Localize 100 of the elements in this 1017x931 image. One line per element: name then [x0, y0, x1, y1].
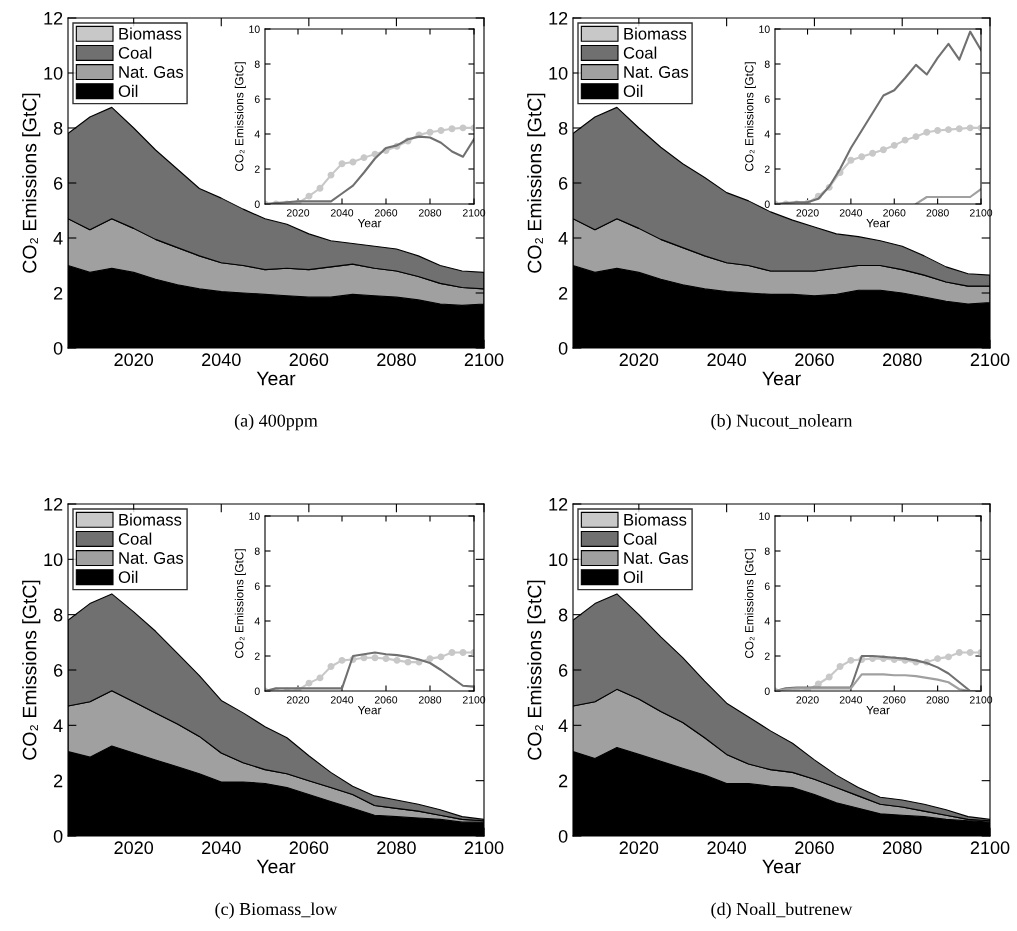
legend-label: Oil: [623, 84, 643, 98]
x-axis-title: Year: [866, 706, 890, 715]
legend-label: Biomass: [624, 27, 687, 40]
y-tick-label: 4: [254, 130, 260, 138]
y-axis-title: CO₂ Emissions [GtC]: [22, 93, 41, 273]
text: (b) Nucout_nolearn: [711, 414, 853, 431]
x-tick-label: 2040: [330, 696, 354, 704]
y-tick-label: 2: [54, 286, 63, 300]
x-tick-label: 2020: [286, 209, 310, 217]
x-tick-label: 2020: [796, 209, 819, 217]
y-tick-label: 10: [759, 512, 770, 520]
x-tick-label: 2020: [796, 696, 819, 704]
y-tick-label: 8: [764, 60, 770, 68]
legend-label: Nat. Gas: [119, 66, 184, 78]
x-tick-label: 2020: [619, 353, 659, 367]
y-tick-label: 10: [249, 25, 260, 33]
y-tick-label: 6: [254, 95, 260, 103]
x-axis-title: Year: [357, 706, 382, 715]
x-tick-label: 2060: [374, 209, 398, 217]
legend-label: Nat. Gas: [119, 552, 184, 564]
y-axis-title: CO₂ Emissions [GtC]: [234, 62, 246, 171]
y-tick-label: 8: [764, 547, 770, 555]
x-tick-label: 2080: [377, 841, 416, 855]
y-tick-label: 4: [558, 719, 568, 732]
y-tick-label: 0: [764, 200, 770, 208]
y-axis-title: CO₂ Emissions [GtC]: [744, 62, 756, 171]
y-axis-title: CO₂ Emissions [GtC]: [22, 580, 41, 760]
x-tick-label: 2060: [374, 696, 398, 704]
y-tick-label: 12: [44, 497, 63, 511]
x-tick-label: 2040: [202, 841, 241, 855]
x-tick-label: 2040: [330, 209, 354, 217]
x-tick-label: 2060: [795, 353, 834, 367]
x-axis-title: Year: [762, 859, 801, 874]
y-tick-label: 10: [44, 66, 63, 80]
y-tick-label: 4: [254, 617, 260, 625]
y-tick-label: 2: [559, 774, 568, 788]
y-tick-label: 8: [254, 547, 260, 555]
y-axis-title: CO₂ Emissions [GtC]: [744, 549, 756, 658]
y-tick-label: 6: [54, 176, 63, 190]
y-axis-title: CO₂ Emissions [GtC]: [527, 93, 546, 273]
y-tick-label: 10: [44, 553, 63, 567]
x-tick-label: 2100: [464, 841, 504, 855]
y-tick-label: 2: [254, 165, 260, 173]
x-axis-title: Year: [256, 371, 296, 386]
y-tick-label: 0: [53, 341, 63, 355]
text: (c) Biomass_low: [215, 902, 338, 919]
x-tick-label: 2080: [418, 696, 442, 704]
legend-label: Coal: [118, 532, 152, 545]
y-tick-label: 0: [254, 200, 260, 208]
y-tick-label: 8: [53, 121, 63, 135]
x-tick-label: 2020: [114, 353, 154, 367]
x-tick-label: 2020: [286, 696, 310, 704]
x-tick-label: 2040: [839, 696, 863, 704]
y-tick-label: 0: [53, 829, 63, 843]
y-tick-label: 2: [54, 774, 63, 788]
x-tick-label: 2060: [795, 841, 834, 855]
x-tick-label: 2080: [926, 696, 949, 704]
y-tick-label: 0: [764, 687, 770, 695]
text: (d) Noall_butrenew: [711, 902, 853, 919]
y-tick-label: 0: [254, 687, 260, 695]
legend-label: Oil: [118, 84, 138, 98]
y-tick-label: 2: [764, 165, 770, 173]
y-tick-label: 10: [249, 512, 260, 520]
text: (a) 400ppm: [234, 414, 318, 431]
x-tick-label: 2100: [970, 841, 1010, 855]
y-tick-label: 6: [764, 582, 770, 590]
y-tick-label: 2: [559, 286, 568, 300]
y-axis-title: CO₂ Emissions [GtC]: [527, 580, 546, 760]
x-tick-label: 2060: [289, 353, 329, 367]
legend-label: Biomass: [119, 27, 182, 40]
x-tick-label: 2040: [839, 209, 863, 217]
x-tick-label: 2100: [970, 353, 1010, 367]
legend-label: Coal: [118, 46, 152, 59]
x-tick-label: 2080: [926, 209, 949, 217]
legend-label: Oil: [623, 570, 643, 584]
y-tick-label: 12: [549, 11, 568, 25]
y-tick-label: 6: [254, 582, 260, 590]
x-tick-label: 2080: [418, 209, 442, 217]
y-tick-label: 10: [549, 66, 568, 80]
y-tick-label: 0: [558, 829, 568, 843]
x-tick-label: 2060: [289, 841, 329, 855]
y-tick-label: 6: [54, 663, 63, 677]
x-tick-label: 2060: [883, 209, 906, 217]
legend-label: Coal: [623, 532, 657, 545]
y-tick-label: 8: [558, 121, 568, 135]
y-tick-label: 6: [764, 95, 770, 103]
y-tick-label: 4: [764, 617, 770, 625]
y-tick-label: 6: [559, 663, 568, 677]
y-axis-title: CO₂ Emissions [GtC]: [234, 549, 246, 658]
x-tick-label: 2040: [707, 841, 747, 855]
x-axis-title: Year: [357, 219, 382, 228]
y-tick-label: 8: [53, 608, 63, 622]
legend-label: Coal: [623, 46, 657, 59]
x-axis-title: Year: [762, 371, 801, 386]
y-tick-label: 10: [549, 553, 568, 567]
y-tick-label: 4: [558, 232, 568, 245]
x-tick-label: 2020: [114, 841, 154, 855]
legend-label: Nat. Gas: [624, 552, 689, 564]
legend-label: Nat. Gas: [624, 66, 689, 78]
y-tick-label: 12: [44, 11, 63, 25]
